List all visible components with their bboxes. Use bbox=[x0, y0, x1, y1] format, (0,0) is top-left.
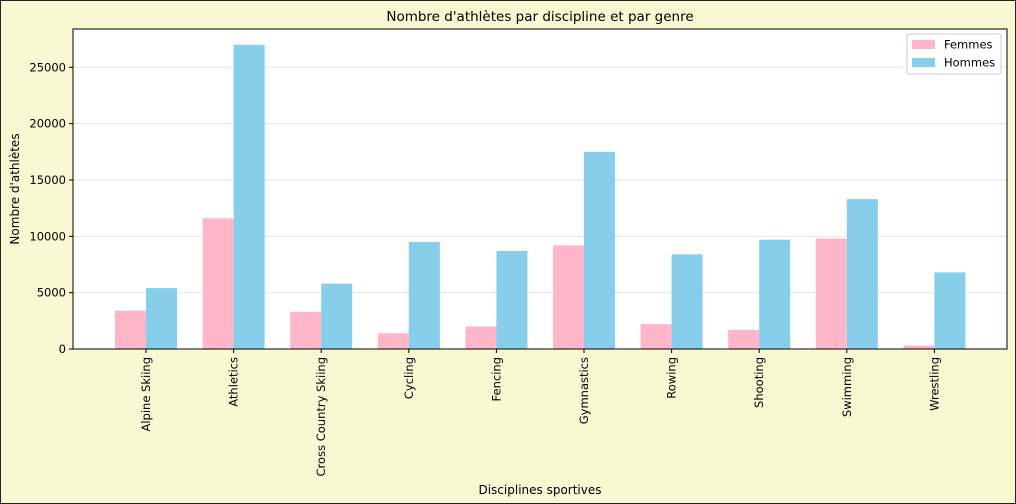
x-tick-label: Athletics bbox=[227, 357, 241, 407]
bar-hommes-swimming bbox=[846, 199, 878, 349]
bar-hommes-gymnastics bbox=[584, 151, 615, 349]
bar-hommes-wrestling bbox=[934, 272, 966, 349]
x-tick-label: Fencing bbox=[489, 357, 503, 401]
x-tick-label: Shooting bbox=[752, 357, 766, 408]
bar-hommes-shooting bbox=[759, 239, 791, 349]
x-tick-label: Swimming bbox=[840, 357, 854, 417]
y-tick-label: 10000 bbox=[29, 229, 66, 243]
bar-femmes-athletics bbox=[202, 218, 234, 349]
bar-hommes-rowing bbox=[671, 254, 703, 349]
legend-label-femmes: Femmes bbox=[944, 38, 993, 52]
x-tick-label: Alpine Skiing bbox=[139, 357, 153, 432]
x-tick-label: Cross Country Skiing bbox=[314, 357, 328, 476]
x-axis: Alpine Skiing Athletics Cross Country Skii… bbox=[139, 349, 941, 476]
bar-femmes-shooting bbox=[728, 329, 760, 349]
x-tick-label: Wrestling bbox=[927, 357, 941, 411]
x-tick-label: Cycling bbox=[402, 357, 416, 399]
bar-hommes-cross-country-skiing bbox=[321, 283, 353, 349]
bar-femmes-wrestling bbox=[903, 345, 935, 349]
bar-hommes-alpine-skiing bbox=[146, 288, 177, 349]
x-tick-label: Gymnastics bbox=[577, 357, 591, 424]
y-tick-label: 0 bbox=[59, 342, 66, 356]
bar-hommes-cycling bbox=[408, 241, 440, 349]
legend: Femmes Hommes bbox=[906, 33, 1002, 75]
y-axis: 0 5000 10000 15000 20000 25000 bbox=[29, 60, 73, 356]
y-tick-label: 20000 bbox=[29, 117, 66, 131]
y-axis-label: Nombre d'athlètes bbox=[8, 133, 22, 244]
legend-swatch-hommes bbox=[912, 58, 935, 67]
bar-femmes-alpine-skiing bbox=[115, 310, 146, 349]
legend-label-hommes: Hommes bbox=[944, 56, 995, 70]
y-tick-label: 5000 bbox=[37, 286, 66, 300]
bar-hommes-fencing bbox=[496, 250, 528, 349]
bar-femmes-cross-country-skiing bbox=[290, 311, 322, 349]
bar-femmes-fencing bbox=[465, 326, 497, 349]
x-axis-label: Disciplines sportives bbox=[478, 483, 601, 497]
bars bbox=[115, 44, 966, 349]
y-tick-label: 25000 bbox=[29, 60, 66, 74]
x-tick-label: Rowing bbox=[665, 357, 679, 399]
chart-title: Nombre d'athlètes par discipline et par … bbox=[386, 9, 693, 25]
y-tick-label: 15000 bbox=[29, 173, 66, 187]
bar-femmes-cycling bbox=[377, 333, 409, 349]
bar-femmes-gymnastics bbox=[553, 245, 584, 349]
bar-hommes-athletics bbox=[233, 44, 265, 349]
bar-femmes-rowing bbox=[640, 324, 672, 349]
bar-femmes-swimming bbox=[815, 238, 847, 349]
plot-border bbox=[72, 28, 1008, 350]
legend-swatch-femmes bbox=[912, 40, 935, 49]
